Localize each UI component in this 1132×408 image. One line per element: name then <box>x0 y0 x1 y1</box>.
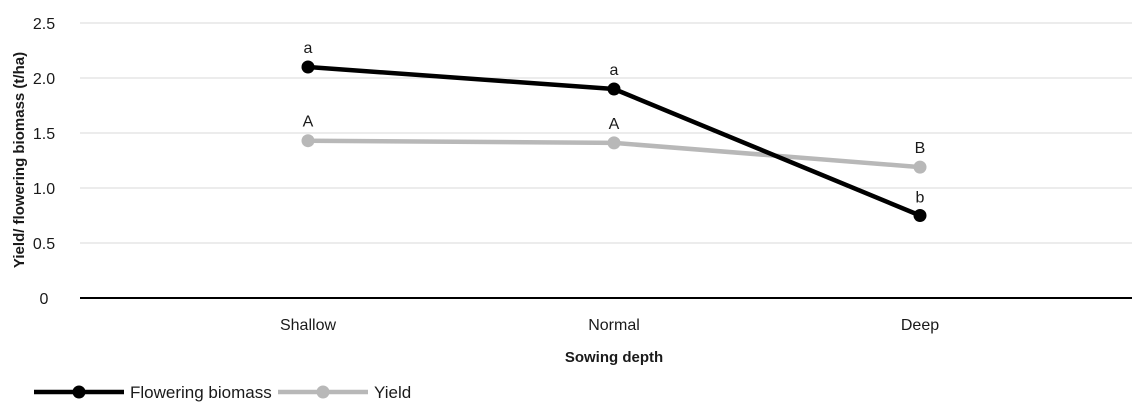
x-axis-title: Sowing depth <box>565 349 663 366</box>
x-tick-label: Shallow <box>280 317 336 334</box>
x-tick-label: Normal <box>588 317 640 334</box>
data-point <box>301 134 315 148</box>
data-label: B <box>915 140 926 157</box>
legend-marker <box>72 385 86 399</box>
x-tick-label: Deep <box>901 317 939 334</box>
data-labels: a a b A A B <box>303 40 926 207</box>
y-tick-label: 0.5 <box>33 236 55 253</box>
data-point <box>913 209 927 222</box>
data-label: a <box>304 40 313 57</box>
y-tick-label: 1.5 <box>33 126 55 143</box>
data-label: A <box>609 116 620 133</box>
data-label: a <box>610 62 619 79</box>
y-axis-title: Yield/ flowering biomass (t/ha) <box>11 52 28 268</box>
y-tick-label: 2.5 <box>33 16 55 33</box>
data-point <box>607 82 621 96</box>
legend-item: Flowering biomass <box>34 383 272 402</box>
data-label: b <box>916 190 925 207</box>
y-tick-label: 0 <box>40 291 49 308</box>
data-point <box>913 160 927 174</box>
data-point <box>607 136 621 150</box>
y-tick-label: 2.0 <box>33 71 55 88</box>
data-point <box>301 60 315 74</box>
y-tick-label: 1.0 <box>33 181 55 198</box>
data-points <box>301 60 927 222</box>
legend-label: Yield <box>374 383 411 402</box>
legend-marker <box>316 385 330 399</box>
data-label: A <box>303 114 314 131</box>
y-tick-labels: 0 0.5 1.0 1.5 2.0 2.5 <box>33 16 55 308</box>
legend: Flowering biomass Yield <box>34 383 411 402</box>
legend-label: Flowering biomass <box>130 383 272 402</box>
x-tick-labels: Shallow Normal Deep <box>280 317 939 334</box>
legend-item: Yield <box>278 383 411 402</box>
gridlines <box>80 22 1132 299</box>
